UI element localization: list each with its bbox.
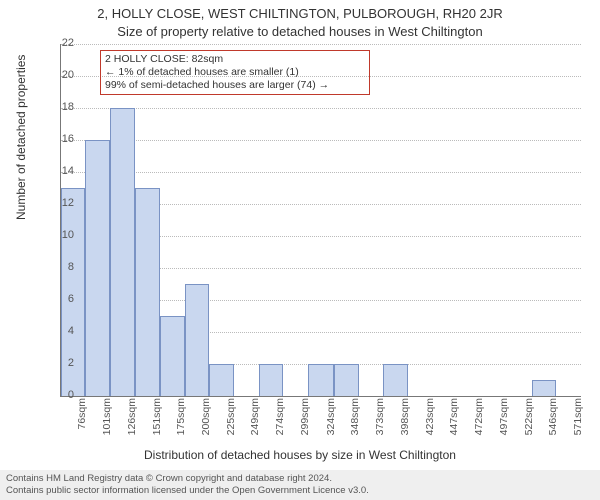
- histogram-bar: [185, 284, 209, 396]
- y-tick-label: 22: [44, 37, 74, 49]
- histogram-bar: [308, 364, 333, 396]
- annotation-line: 99% of semi-detached houses are larger (…: [105, 79, 365, 92]
- y-tick-label: 12: [44, 197, 74, 209]
- annotation-box: 2 HOLLY CLOSE: 82sqm ← 1% of detached ho…: [100, 50, 370, 95]
- plot-area: [60, 44, 581, 397]
- y-tick-label: 18: [44, 101, 74, 113]
- y-tick-label: 2: [44, 357, 74, 369]
- x-tick-label: 571sqm: [572, 398, 584, 446]
- gridline: [61, 140, 581, 141]
- gridline: [61, 172, 581, 173]
- chart-title-line2: Size of property relative to detached ho…: [0, 24, 600, 39]
- x-tick-label: 200sqm: [200, 398, 212, 446]
- y-tick-label: 14: [44, 165, 74, 177]
- x-tick-label: 101sqm: [101, 398, 113, 446]
- y-tick-label: 4: [44, 325, 74, 337]
- histogram-bar: [160, 316, 185, 396]
- histogram-bar: [85, 140, 110, 396]
- annotation-line: ← 1% of detached houses are smaller (1): [105, 66, 365, 79]
- histogram-bar: [135, 188, 160, 396]
- gridline: [61, 108, 581, 109]
- y-tick-label: 10: [44, 229, 74, 241]
- x-tick-label: 348sqm: [349, 398, 361, 446]
- gridline: [61, 44, 581, 45]
- x-axis-label: Distribution of detached houses by size …: [0, 448, 600, 462]
- histogram-bar: [532, 380, 556, 396]
- histogram-bar: [259, 364, 283, 396]
- x-tick-label: 522sqm: [523, 398, 535, 446]
- y-axis-label: Number of detached properties: [14, 55, 28, 220]
- footer-line: Contains public sector information licen…: [6, 485, 594, 497]
- y-tick-label: 8: [44, 261, 74, 273]
- x-tick-label: 497sqm: [498, 398, 510, 446]
- x-tick-label: 398sqm: [399, 398, 411, 446]
- x-tick-label: 447sqm: [448, 398, 460, 446]
- y-tick-label: 6: [44, 293, 74, 305]
- annotation-line: 2 HOLLY CLOSE: 82sqm: [105, 53, 365, 66]
- x-tick-label: 274sqm: [274, 398, 286, 446]
- x-tick-label: 225sqm: [225, 398, 237, 446]
- x-tick-label: 151sqm: [151, 398, 163, 446]
- x-tick-label: 373sqm: [374, 398, 386, 446]
- y-tick-label: 20: [44, 69, 74, 81]
- chart-container: 2, HOLLY CLOSE, WEST CHILTINGTON, PULBOR…: [0, 0, 600, 500]
- x-tick-label: 299sqm: [299, 398, 311, 446]
- y-tick-label: 16: [44, 133, 74, 145]
- x-tick-label: 546sqm: [547, 398, 559, 446]
- histogram-bar: [209, 364, 234, 396]
- chart-title-line1: 2, HOLLY CLOSE, WEST CHILTINGTON, PULBOR…: [0, 6, 600, 21]
- histogram-bar: [383, 364, 408, 396]
- y-tick-label: 0: [44, 389, 74, 401]
- x-tick-label: 423sqm: [424, 398, 436, 446]
- histogram-bar: [334, 364, 359, 396]
- footer: Contains HM Land Registry data © Crown c…: [0, 470, 600, 500]
- histogram-bar: [110, 108, 135, 396]
- x-tick-label: 472sqm: [473, 398, 485, 446]
- x-tick-label: 324sqm: [325, 398, 337, 446]
- x-tick-label: 126sqm: [126, 398, 138, 446]
- footer-line: Contains HM Land Registry data © Crown c…: [6, 473, 594, 485]
- x-tick-label: 76sqm: [76, 398, 88, 446]
- x-tick-label: 249sqm: [249, 398, 261, 446]
- x-tick-label: 175sqm: [175, 398, 187, 446]
